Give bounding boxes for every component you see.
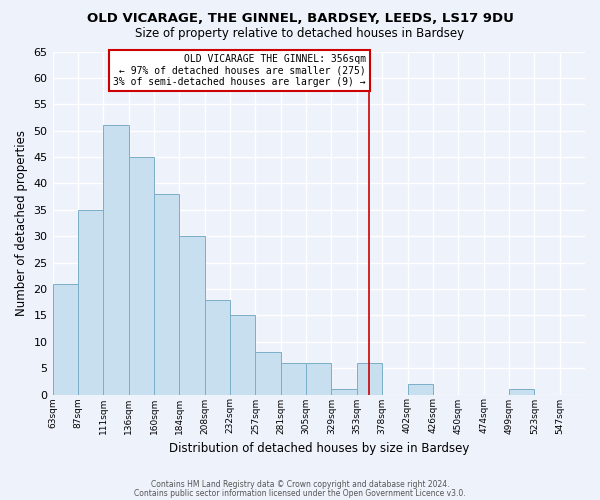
Bar bbox=[154, 194, 179, 394]
Bar bbox=[331, 389, 357, 394]
Text: OLD VICARAGE, THE GINNEL, BARDSEY, LEEDS, LS17 9DU: OLD VICARAGE, THE GINNEL, BARDSEY, LEEDS… bbox=[86, 12, 514, 26]
Text: Contains public sector information licensed under the Open Government Licence v3: Contains public sector information licen… bbox=[134, 488, 466, 498]
Bar bbox=[281, 363, 306, 394]
Bar bbox=[357, 363, 382, 394]
Y-axis label: Number of detached properties: Number of detached properties bbox=[15, 130, 28, 316]
Bar bbox=[306, 363, 331, 394]
Bar bbox=[230, 316, 256, 394]
Bar bbox=[179, 236, 205, 394]
Bar bbox=[78, 210, 103, 394]
Bar bbox=[53, 284, 78, 395]
Bar bbox=[205, 300, 230, 394]
Bar bbox=[509, 389, 534, 394]
Bar bbox=[103, 126, 128, 394]
Bar bbox=[256, 352, 281, 395]
Text: Contains HM Land Registry data © Crown copyright and database right 2024.: Contains HM Land Registry data © Crown c… bbox=[151, 480, 449, 489]
Text: OLD VICARAGE THE GINNEL: 356sqm
← 97% of detached houses are smaller (275)
3% of: OLD VICARAGE THE GINNEL: 356sqm ← 97% of… bbox=[113, 54, 365, 88]
X-axis label: Distribution of detached houses by size in Bardsey: Distribution of detached houses by size … bbox=[169, 442, 469, 455]
Bar bbox=[128, 157, 154, 394]
Text: Size of property relative to detached houses in Bardsey: Size of property relative to detached ho… bbox=[136, 28, 464, 40]
Bar bbox=[407, 384, 433, 394]
